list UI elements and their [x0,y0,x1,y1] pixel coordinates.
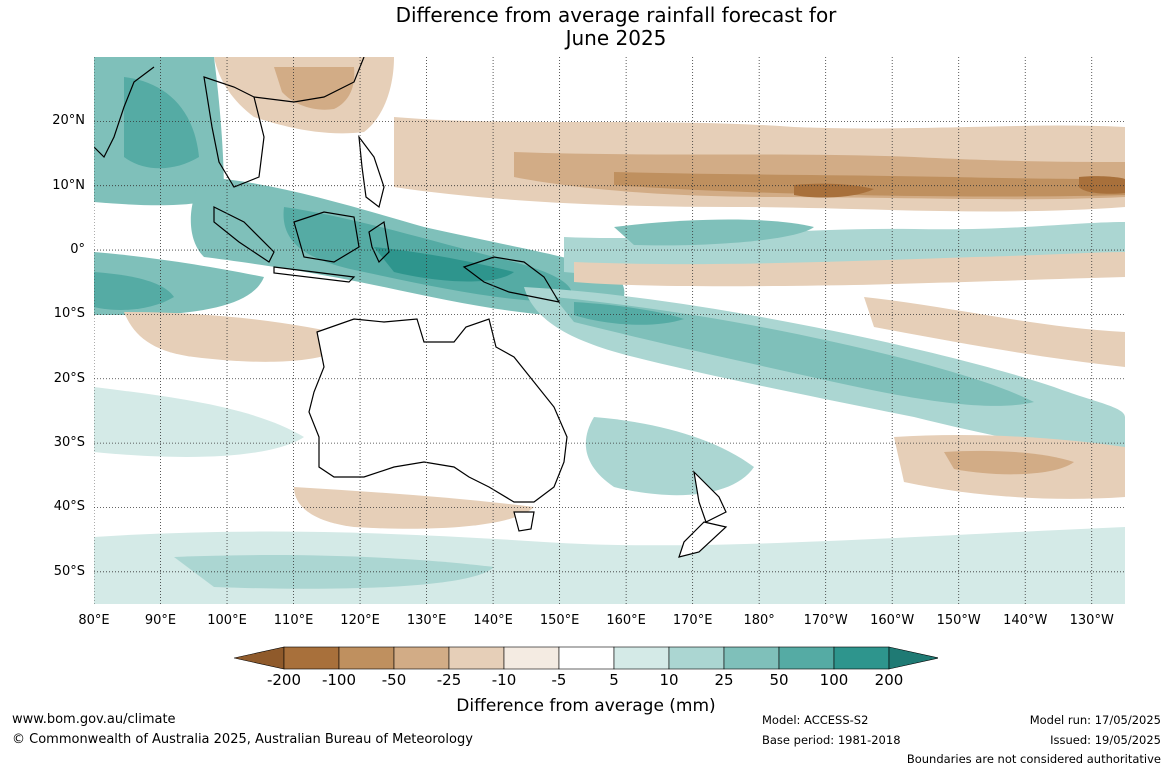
latitude-label: 10°S [53,306,85,322]
latitude-label: 20°N [52,113,85,129]
graticule [94,57,1125,604]
dry-south-east-pacific-core [944,450,1074,475]
issued-date: Issued: 19/05/2025 [1050,733,1161,747]
copyright-text: © Commonwealth of Australia 2025, Austra… [12,732,473,747]
wet-south-indian-ocean [94,387,304,457]
colorbar-tick-label: -200 [266,671,302,689]
java [273,266,356,283]
latitude-label: 0° [70,242,85,258]
colorbar-swatch [503,646,560,670]
china-coast [253,57,365,103]
wet-maritime-continent-peak [374,247,514,282]
sumatra [213,206,275,263]
longitude-label: 140°W [1003,613,1048,628]
colorbar-swatch [778,646,835,670]
longitude-label: 120°E [340,613,380,628]
rainfall-map [94,57,1125,604]
dry-spot-central-pacific [794,183,874,198]
colorbar-tick-label: 50 [769,671,789,689]
colorbar-swatch [338,646,395,670]
colorbar-tick-label: 10 [659,671,679,689]
latitude-label: 20°S [53,370,85,386]
longitude-label: 170°E [672,613,713,628]
sulawesi [368,220,390,264]
longitude-label: 110°E [273,613,314,628]
colorbar-tick-label: -50 [381,671,407,689]
tasmania-land [513,511,535,532]
longitude-label: 160°E [606,613,646,628]
latitude-label: 30°S [53,435,85,451]
latitude-label: 10°N [52,177,85,193]
model-name: Model: ACCESS-S2 [762,713,869,727]
longitude-label: 150°W [936,613,981,628]
title-line-2: June 2025 [565,26,667,50]
wet-equatorial-pacific-core [614,219,814,246]
website-link[interactable]: www.bom.gov.au/climate [12,712,176,727]
longitude-label: 80°E [78,613,110,628]
rainfall-map-canvas [94,57,1125,604]
colorbar-swatch [833,646,890,670]
longitude-label: 130°E [406,613,447,628]
dry-south-pacific [864,297,1125,367]
wet-spcz-peak [574,302,684,325]
colorbar-tick-label: 5 [609,671,619,689]
colorbar-tick-label: -5 [551,671,567,689]
wet-bay-of-bengal-core [124,77,199,169]
colorbar-tick-label: 200 [874,671,904,689]
colorbar-svg [233,646,940,670]
longitude-label: 180° [743,613,775,628]
wet-west-indian-ocean-core [94,272,174,310]
longitude-label: 130°W [1069,613,1114,628]
colorbar-swatch [558,646,615,670]
colorbar-tick-label: -25 [436,671,462,689]
colorbar-swatch [613,646,670,670]
latitude-label: 50°S [53,563,85,579]
india-coast [94,66,155,159]
base-period: Base period: 1981-2018 [762,733,901,747]
new-zealand-south [678,521,728,558]
colorbar-swatch [393,646,450,670]
colorbar-tick-label: 25 [714,671,734,689]
colorbar-tick-label: 100 [819,671,849,689]
longitude-label: 100°E [207,613,247,628]
anomaly-fields [94,57,1125,604]
longitude-label: 90°E [144,613,177,628]
colorbar-swatch [283,646,340,670]
australia-land [308,318,568,503]
dry-south-indian-ocean [124,312,354,362]
coastlines [94,57,728,558]
colorbar-over-arrow [888,646,940,670]
borneo [293,211,360,263]
longitude-label: 150°E [539,613,580,628]
dry-south-equator-band [574,252,1125,287]
colorbar-swatch [668,646,725,670]
longitude-label: 160°W [870,613,915,628]
latitude-label: 40°S [53,499,85,515]
dry-south-china-core [274,67,355,110]
colorbar-swatch [448,646,505,670]
model-run-date: Model run: 17/05/2025 [1029,713,1161,727]
colorbar-swatch [723,646,780,670]
map-title: Difference from average rainfall forecas… [300,4,932,50]
colorbar-title: Difference from average (mm) [456,696,716,716]
colorbar-under-arrow [233,646,285,670]
colorbar-tick-label: -10 [491,671,517,689]
new-zealand-north [693,470,727,523]
colorbar [233,646,940,670]
colorbar-tick-label: -100 [321,671,357,689]
boundaries-disclaimer: Boundaries are not considered authoritat… [906,752,1161,766]
dry-south-australia-ocean [294,487,534,529]
philippines [358,134,385,209]
title-line-1: Difference from average rainfall forecas… [395,3,837,27]
dry-band-north-pacific-peak [614,172,1125,197]
wet-tasman-sea [585,417,754,496]
indochina-coast [203,76,265,188]
longitude-label: 140°E [473,613,513,628]
longitude-label: 170°W [803,613,848,628]
dry-spot-east-pacific [1079,176,1125,194]
new-guinea [462,256,561,303]
